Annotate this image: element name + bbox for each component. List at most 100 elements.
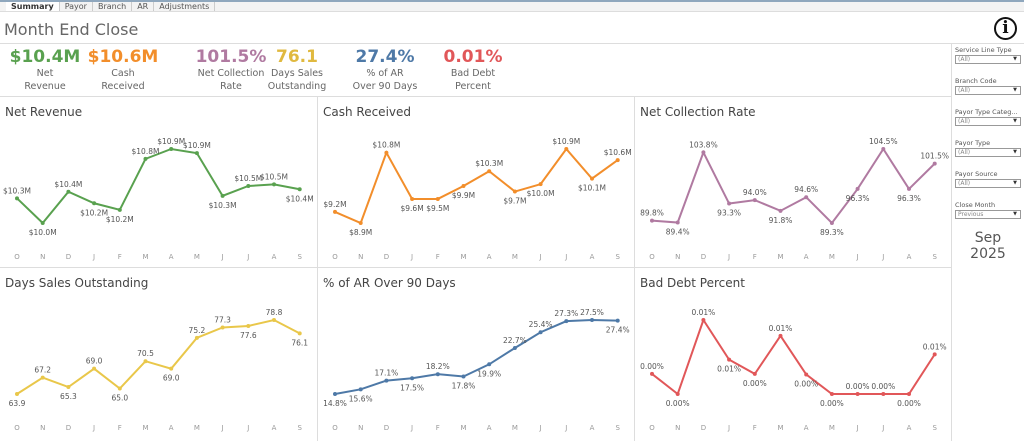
data-point[interactable] (358, 221, 363, 225)
data-point[interactable] (358, 387, 363, 392)
data-point[interactable] (272, 182, 276, 187)
data-point[interactable] (615, 318, 620, 323)
x-tick-label: J (246, 424, 249, 432)
data-point[interactable] (829, 221, 834, 225)
data-point[interactable] (881, 147, 886, 151)
data-point[interactable] (512, 189, 517, 194)
data-point[interactable] (650, 218, 654, 223)
data-point[interactable] (461, 184, 466, 188)
filter-dropdown[interactable]: Previous ▼ (955, 210, 1021, 219)
data-label: 104.5% (869, 137, 898, 146)
tab-adjustments[interactable]: Adjustments (154, 2, 216, 11)
x-tick-label: M (829, 253, 835, 261)
x-tick-label: J (564, 253, 567, 261)
data-point[interactable] (246, 184, 251, 188)
tab-branch[interactable]: Branch (93, 2, 133, 11)
x-tick-label: N (40, 424, 45, 432)
series-line (334, 318, 618, 395)
data-point[interactable] (143, 156, 148, 161)
data-point[interactable] (333, 392, 337, 396)
tab-summary[interactable]: Summary (6, 2, 60, 11)
x-tick-label: D (701, 253, 706, 261)
data-point[interactable] (169, 366, 174, 371)
data-point[interactable] (932, 352, 937, 357)
data-point[interactable] (932, 161, 937, 166)
data-point[interactable] (143, 359, 148, 364)
filter-dropdown[interactable]: (All) ▼ (955, 86, 1021, 95)
data-point[interactable] (675, 392, 680, 396)
data-point[interactable] (615, 158, 620, 163)
data-point[interactable] (701, 150, 706, 155)
data-point[interactable] (538, 330, 543, 335)
data-point[interactable] (512, 345, 517, 350)
data-point[interactable] (487, 362, 492, 367)
data-point[interactable] (727, 201, 732, 206)
filter-dropdown[interactable]: (All) ▼ (955, 117, 1021, 126)
data-point[interactable] (15, 196, 19, 201)
data-point[interactable] (778, 333, 783, 338)
data-point[interactable] (564, 147, 569, 151)
data-point[interactable] (220, 193, 225, 198)
data-point[interactable] (194, 151, 199, 156)
data-point[interactable] (410, 196, 415, 201)
data-point[interactable] (117, 207, 122, 212)
data-point[interactable] (855, 186, 860, 191)
data-point[interactable] (92, 366, 97, 371)
data-point[interactable] (727, 357, 732, 362)
data-point[interactable] (804, 372, 809, 377)
data-point[interactable] (66, 385, 71, 390)
data-point[interactable] (650, 371, 654, 376)
x-tick-label: J (92, 424, 95, 432)
data-point[interactable] (384, 378, 389, 383)
data-point[interactable] (752, 198, 757, 203)
data-point[interactable] (564, 319, 569, 324)
info-circle-icon[interactable]: i (994, 17, 1017, 40)
data-point[interactable] (297, 331, 302, 336)
data-point[interactable] (410, 376, 415, 381)
data-point[interactable] (752, 371, 757, 376)
data-point[interactable] (297, 187, 302, 192)
data-point[interactable] (333, 209, 337, 214)
chart-title: Bad Debt Percent (640, 276, 745, 290)
data-point[interactable] (907, 392, 911, 396)
data-point[interactable] (590, 318, 594, 322)
data-point[interactable] (701, 318, 706, 322)
x-tick-label: A (487, 424, 492, 432)
data-point[interactable] (881, 392, 886, 396)
data-point[interactable] (907, 186, 911, 191)
filter-dropdown[interactable]: (All) ▼ (955, 55, 1021, 64)
data-point[interactable] (246, 323, 251, 328)
data-point[interactable] (384, 150, 389, 155)
data-point[interactable] (829, 392, 834, 396)
data-point[interactable] (272, 318, 276, 322)
data-point[interactable] (590, 176, 594, 181)
data-point[interactable] (40, 375, 45, 380)
data-point[interactable] (435, 196, 440, 201)
data-point[interactable] (92, 201, 97, 206)
data-point[interactable] (169, 147, 174, 151)
data-point[interactable] (194, 335, 199, 340)
data-point[interactable] (435, 372, 440, 377)
data-point[interactable] (538, 182, 543, 187)
filter-dropdown[interactable]: (All) ▼ (955, 179, 1021, 188)
data-point[interactable] (40, 221, 45, 225)
filter-dropdown[interactable]: (All) ▼ (955, 148, 1021, 157)
data-point[interactable] (675, 220, 680, 225)
data-point[interactable] (855, 392, 860, 396)
data-point[interactable] (487, 169, 492, 174)
data-point[interactable] (778, 208, 783, 213)
data-label: 65.3 (60, 392, 77, 401)
data-point[interactable] (66, 189, 71, 194)
x-tick-label: A (907, 424, 912, 432)
data-label: $10.9M (183, 141, 211, 150)
data-point[interactable] (220, 325, 225, 330)
filter-label: Payor Source (955, 170, 998, 178)
data-point[interactable] (15, 392, 19, 396)
data-point[interactable] (461, 374, 466, 379)
tab-ar[interactable]: AR (132, 2, 155, 11)
data-point[interactable] (804, 195, 809, 200)
data-point[interactable] (117, 386, 122, 391)
kpi-label: % of AR Over 90 Days (352, 68, 418, 92)
tab-payor[interactable]: Payor (60, 2, 93, 11)
x-tick-label: A (804, 424, 809, 432)
